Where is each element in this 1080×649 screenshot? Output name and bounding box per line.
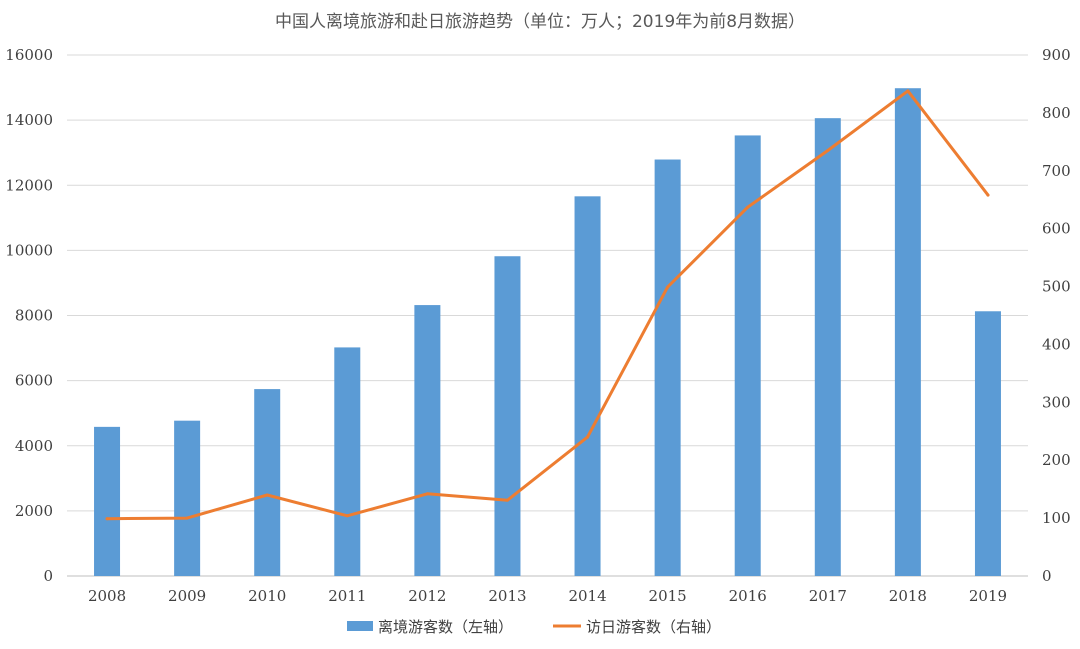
x-tick-label: 2016 — [729, 587, 767, 605]
right-tick-label: 900 — [1042, 46, 1071, 64]
bar-2013 — [494, 256, 521, 576]
left-tick-label: 12000 — [5, 176, 53, 194]
line-point-2014 — [586, 435, 590, 439]
bar-2009 — [174, 420, 201, 576]
line-point-2018 — [906, 89, 910, 93]
bar-2012 — [414, 305, 441, 576]
left-tick-label: 14000 — [5, 111, 53, 129]
chart-title: 中国人离境旅游和赴日旅游趋势（单位：万人；2019年为前8月数据） — [275, 12, 805, 32]
line-point-2009 — [185, 516, 189, 520]
x-tick-label: 2017 — [809, 587, 847, 605]
x-tick-label: 2010 — [248, 587, 286, 605]
line-point-2015 — [666, 285, 670, 289]
left-tick-label: 0 — [43, 567, 53, 585]
legend-line-label: 访日游客数（右轴） — [586, 618, 721, 636]
bar-2014 — [574, 196, 601, 577]
x-tick-label: 2014 — [568, 587, 606, 605]
line-point-2019 — [986, 193, 990, 197]
line-series — [105, 89, 990, 521]
bar-2008 — [94, 426, 121, 576]
right-tick-label: 500 — [1042, 278, 1071, 296]
left-tick-label: 16000 — [5, 46, 53, 64]
x-tick-label: 2009 — [168, 587, 206, 605]
left-tick-label: 4000 — [15, 437, 53, 455]
x-tick-label: 2008 — [88, 587, 126, 605]
bar-series — [94, 88, 1001, 577]
left-tick-label: 10000 — [5, 241, 53, 259]
legend-bar-label: 离境游客数（左轴） — [378, 618, 513, 636]
line-point-2011 — [345, 514, 349, 518]
line-visitors-japan — [105, 89, 990, 521]
bar-2015 — [654, 159, 681, 576]
right-tick-label: 700 — [1042, 162, 1071, 180]
line-point-2010 — [265, 493, 269, 497]
right-tick-label: 0 — [1042, 567, 1052, 585]
left-tick-label: 2000 — [15, 502, 53, 520]
left-tick-label: 8000 — [15, 307, 53, 325]
line-point-2013 — [505, 498, 509, 502]
right-axis-ticks: 0 100 200 300 400 500 600 700 800 900 — [1042, 46, 1071, 585]
right-tick-label: 200 — [1042, 451, 1071, 469]
legend-bar-swatch — [347, 621, 373, 631]
x-tick-label: 2012 — [408, 587, 446, 605]
right-tick-label: 600 — [1042, 220, 1071, 238]
x-tick-label: 2011 — [328, 587, 366, 605]
right-tick-label: 800 — [1042, 104, 1071, 122]
legend: 离境游客数（左轴） 访日游客数（右轴） — [347, 618, 721, 636]
line-point-2012 — [425, 492, 429, 496]
bar-2011 — [334, 347, 361, 576]
bar-2018 — [894, 88, 921, 577]
bar-2019 — [974, 311, 1001, 576]
grid-lines — [67, 54, 1028, 577]
x-tick-label: 2013 — [488, 587, 526, 605]
line-point-2016 — [746, 205, 750, 209]
line-point-2008 — [105, 517, 109, 521]
left-tick-label: 6000 — [15, 372, 53, 390]
bar-2010 — [254, 389, 281, 576]
x-tick-label: 2018 — [889, 587, 927, 605]
x-tick-label: 2015 — [649, 587, 687, 605]
right-tick-label: 400 — [1042, 335, 1071, 353]
x-tick-label: 2019 — [969, 587, 1007, 605]
bar-2017 — [814, 118, 841, 576]
right-tick-label: 100 — [1042, 509, 1071, 527]
x-axis-ticks: 2008 2009 2010 2011 2012 2013 2014 2015 2016 2017… — [88, 587, 1007, 605]
line-point-2017 — [826, 149, 830, 153]
right-tick-label: 300 — [1042, 393, 1071, 411]
left-axis-ticks: 0 2000 4000 6000 8000 10000 12000 14000 16000 — [5, 46, 53, 585]
